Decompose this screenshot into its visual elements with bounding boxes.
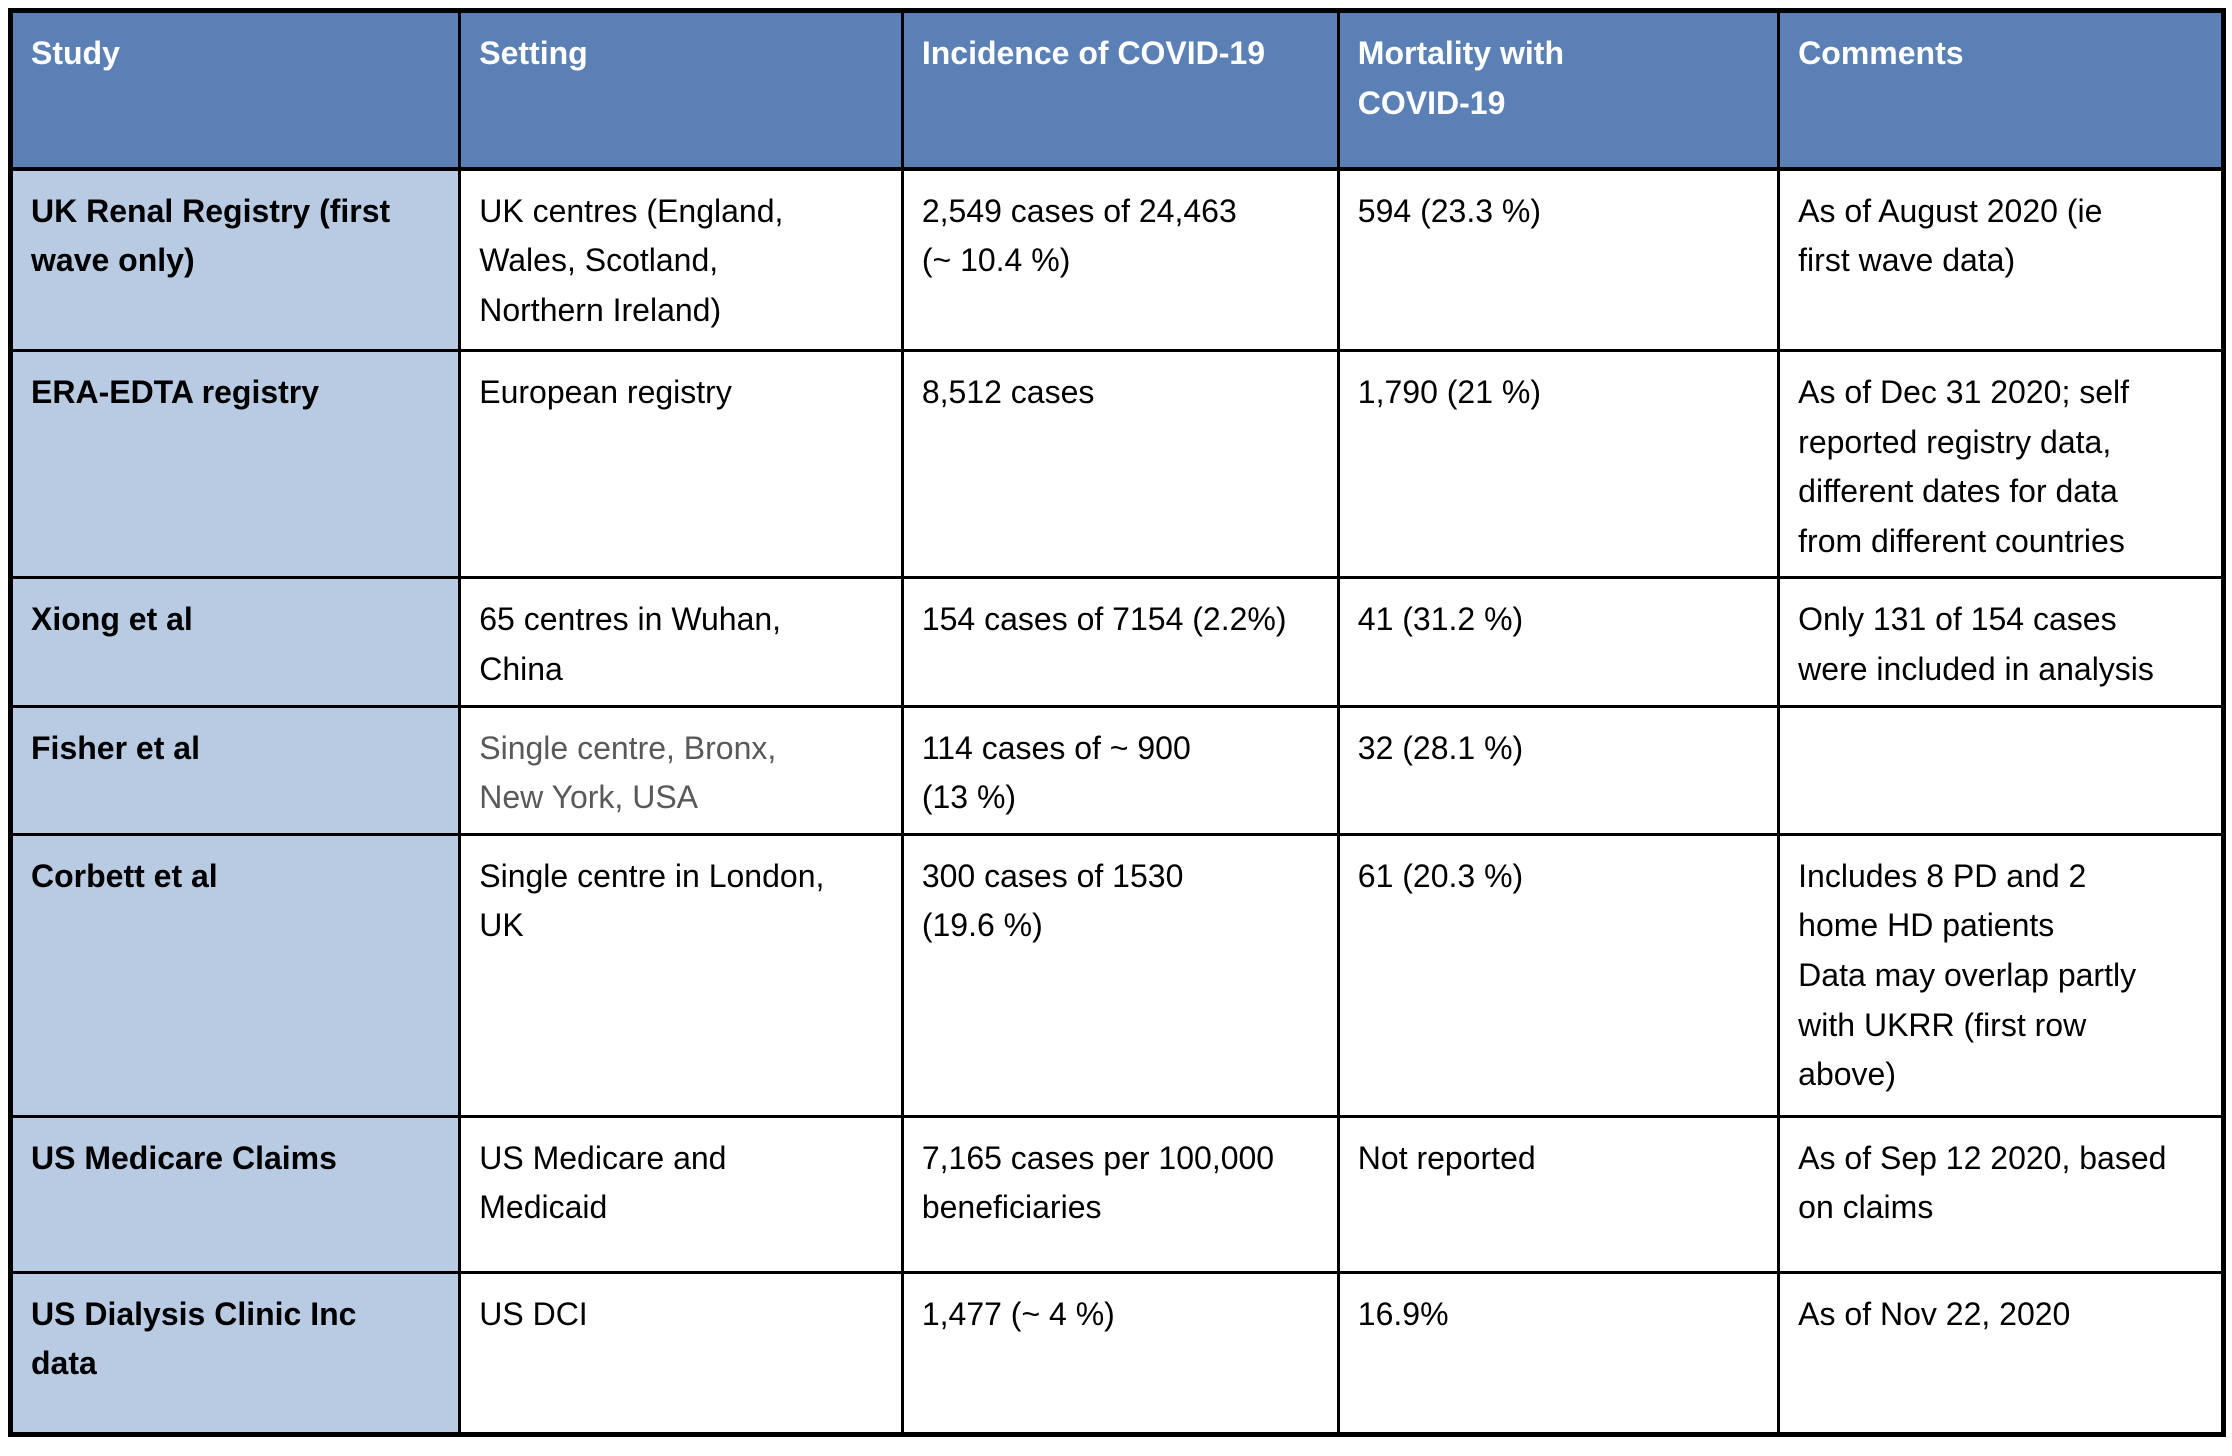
- cell-study: US Dialysis Clinic Inc data: [8, 1270, 462, 1436]
- column-header-mortality: Mortality with COVID-19: [1336, 9, 1781, 171]
- cell-comments: As of Dec 31 2020; self reported registr…: [1777, 348, 2225, 580]
- cell-mortality: 594 (23.3 %): [1336, 167, 1781, 352]
- cell-study: Fisher et al: [8, 704, 462, 836]
- cell-setting: European registry: [458, 348, 904, 580]
- cell-setting: Single centre, Bronx, New York, USA: [458, 704, 904, 836]
- cell-setting: UK centres (England, Wales, Scotland, No…: [458, 167, 904, 352]
- header-row: Study Setting Incidence of COVID-19 Mort…: [8, 9, 2225, 171]
- covid-dialysis-study-table: Study Setting Incidence of COVID-19 Mort…: [8, 8, 2226, 1437]
- cell-study: Xiong et al: [8, 576, 462, 708]
- cell-incidence: 154 cases of 7154 (2.2%): [900, 576, 1340, 708]
- column-header-comments: Comments: [1777, 9, 2225, 171]
- cell-setting: US Medicare and Medicaid: [458, 1114, 904, 1274]
- cell-incidence: 7,165 cases per 100,000 beneficiaries: [900, 1114, 1340, 1274]
- cell-study: UK Renal Registry (first wave only): [8, 167, 462, 352]
- cell-comments: As of August 2020 (ie first wave data): [1777, 167, 2225, 352]
- cell-comments: As of Sep 12 2020, based on claims: [1777, 1114, 2225, 1274]
- cell-mortality: 61 (20.3 %): [1336, 832, 1781, 1118]
- cell-comments: [1777, 704, 2225, 836]
- cell-mortality: Not reported: [1336, 1114, 1781, 1274]
- table-row-xiong-et-al: Xiong et al 65 centres in Wuhan, China 1…: [8, 576, 2225, 708]
- cell-mortality: 32 (28.1 %): [1336, 704, 1781, 836]
- table-row-uk-renal-registry: UK Renal Registry (first wave only) UK c…: [8, 167, 2225, 352]
- cell-study: Corbett et al: [8, 832, 462, 1118]
- cell-comments: Only 131 of 154 cases were included in a…: [1777, 576, 2225, 708]
- table-row-era-edta-registry: ERA-EDTA registry European registry 8,51…: [8, 348, 2225, 580]
- table-row-fisher-et-al: Fisher et al Single centre, Bronx, New Y…: [8, 704, 2225, 836]
- cell-setting: Single centre in London, UK: [458, 832, 904, 1118]
- cell-mortality: 16.9%: [1336, 1270, 1781, 1436]
- table-row-us-medicare-claims: US Medicare Claims US Medicare and Medic…: [8, 1114, 2225, 1274]
- cell-incidence: 8,512 cases: [900, 348, 1340, 580]
- cell-setting: 65 centres in Wuhan, China: [458, 576, 904, 708]
- cell-study: US Medicare Claims: [8, 1114, 462, 1274]
- table-row-us-dialysis-clinic-inc: US Dialysis Clinic Inc data US DCI 1,477…: [8, 1270, 2225, 1436]
- table-row-corbett-et-al: Corbett et al Single centre in London, U…: [8, 832, 2225, 1118]
- cell-incidence: 114 cases of ~ 900 (13 %): [900, 704, 1340, 836]
- cell-incidence: 2,549 cases of 24,463 (~ 10.4 %): [900, 167, 1340, 352]
- cell-incidence: 1,477 (~ 4 %): [900, 1270, 1340, 1436]
- column-header-study: Study: [8, 9, 462, 171]
- cell-comments: As of Nov 22, 2020: [1777, 1270, 2225, 1436]
- cell-comments: Includes 8 PD and 2 home HD patients Dat…: [1777, 832, 2225, 1118]
- column-header-setting: Setting: [458, 9, 904, 171]
- column-header-incidence: Incidence of COVID-19: [900, 9, 1340, 171]
- cell-mortality: 41 (31.2 %): [1336, 576, 1781, 708]
- cell-mortality: 1,790 (21 %): [1336, 348, 1781, 580]
- cell-study: ERA-EDTA registry: [8, 348, 462, 580]
- cell-incidence: 300 cases of 1530 (19.6 %): [900, 832, 1340, 1118]
- cell-setting: US DCI: [458, 1270, 904, 1436]
